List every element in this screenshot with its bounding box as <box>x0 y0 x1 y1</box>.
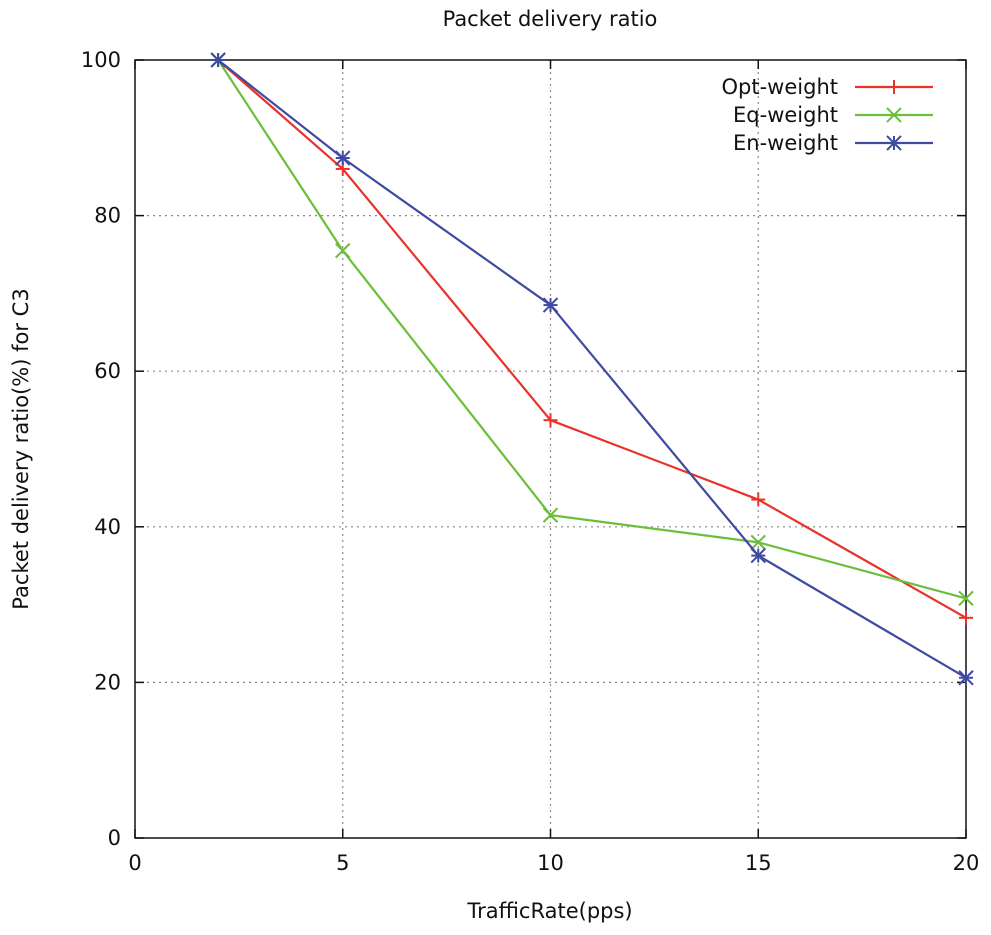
grid-lines <box>135 60 966 838</box>
series-eq-weight <box>210 52 974 607</box>
x-tick-label: 15 <box>745 851 772 875</box>
data-point <box>543 413 558 428</box>
data-point-stroke <box>958 670 974 686</box>
y-axis-title: Packet delivery ratio(%) for C3 <box>9 288 33 609</box>
data-point-stroke <box>958 590 974 607</box>
x-tick-label: 20 <box>953 851 980 875</box>
legend-marker <box>886 107 902 123</box>
data-point-stroke <box>335 242 351 259</box>
legend: Opt-weight Eq-weight En-weight <box>722 75 933 155</box>
data-point <box>958 590 974 607</box>
x-tick-label: 5 <box>336 851 349 875</box>
data-point <box>542 297 559 313</box>
x-tick-label: 10 <box>537 851 564 875</box>
legend-marker <box>887 80 901 94</box>
series-line <box>217 59 967 619</box>
series-line <box>217 59 967 600</box>
series-opt-weight <box>211 53 973 625</box>
y-tick-label: 20 <box>94 670 121 694</box>
data-point <box>750 534 766 551</box>
series-layer <box>210 52 974 686</box>
legend-label: Eq-weight <box>733 103 838 127</box>
series-line <box>217 59 967 679</box>
data-point-stroke <box>750 534 766 551</box>
y-tick-label: 40 <box>94 515 121 539</box>
data-point-stroke <box>335 150 351 166</box>
data-point <box>335 242 351 259</box>
data-point <box>210 52 226 68</box>
chart-title: Packet delivery ratio <box>443 7 658 31</box>
data-point <box>542 507 559 523</box>
y-tick-label: 80 <box>94 204 121 228</box>
data-point <box>959 610 973 625</box>
axis-ticks: 0 20 40 60 80 100 0 5 10 15 20 <box>81 48 979 875</box>
series-en-weight <box>210 52 974 686</box>
x-tick-label: 0 <box>128 851 141 875</box>
y-tick-label: 100 <box>81 48 121 72</box>
legend-marker-stroke <box>886 135 902 151</box>
data-point-stroke <box>542 297 559 313</box>
legend-label: Opt-weight <box>722 75 838 99</box>
data-point-stroke <box>210 52 226 68</box>
data-point <box>958 670 974 686</box>
data-point-stroke <box>542 507 559 523</box>
legend-label: En-weight <box>733 131 838 155</box>
data-point <box>750 547 766 564</box>
legend-marker-stroke <box>886 107 902 123</box>
data-point-stroke <box>750 547 766 564</box>
data-point <box>751 492 766 507</box>
y-tick-label: 60 <box>94 359 121 383</box>
legend-marker <box>886 135 902 151</box>
x-axis-title: TrafficRate(pps) <box>466 899 632 923</box>
y-tick-label: 0 <box>108 826 121 850</box>
data-point <box>335 150 351 166</box>
